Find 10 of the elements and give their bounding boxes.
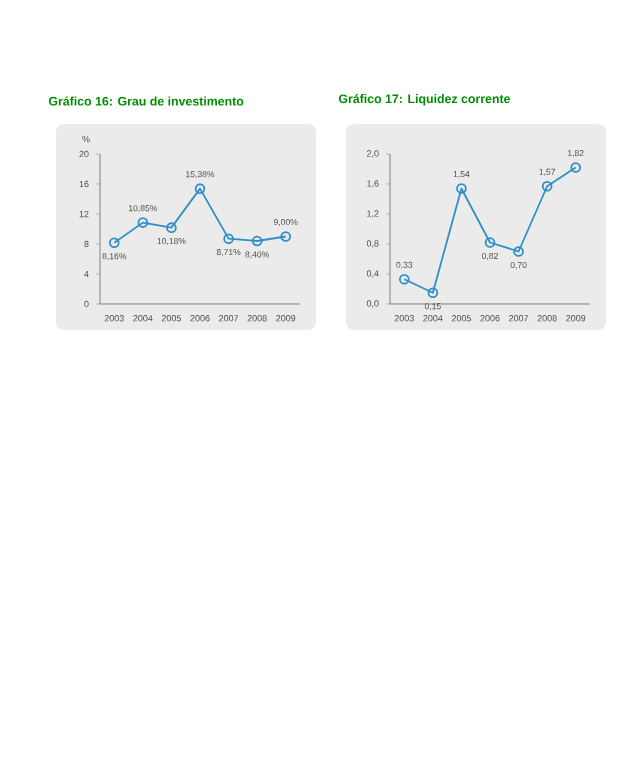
- point: [456, 183, 467, 194]
- point: [541, 180, 553, 192]
- point: [251, 235, 263, 247]
- point: [137, 217, 149, 228]
- point: [513, 246, 524, 257]
- point: [166, 222, 177, 233]
- point: [427, 287, 439, 299]
- point: [223, 233, 234, 244]
- point: [194, 183, 206, 194]
- point: [484, 237, 496, 248]
